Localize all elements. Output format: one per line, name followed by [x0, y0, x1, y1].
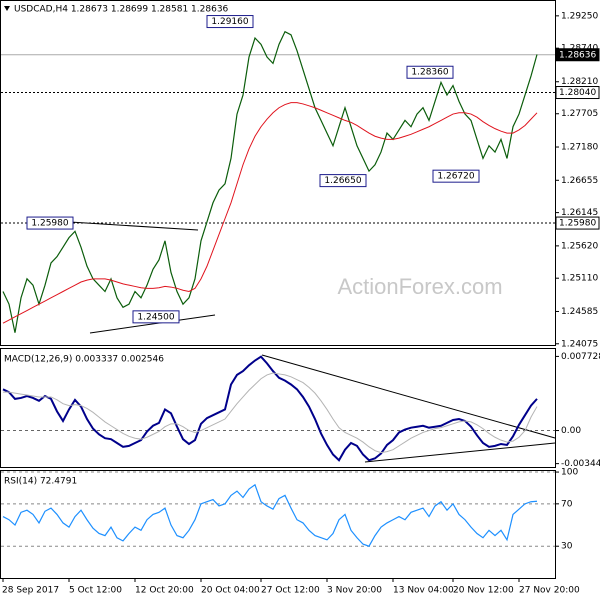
y-tick-label: 1.26145 — [561, 208, 598, 218]
annotation-box — [132, 310, 180, 324]
x-tick-label: 13 Nov 04:00 — [393, 586, 454, 596]
y-tick-label: 0.00 — [561, 426, 581, 436]
trendlines — [69, 221, 556, 463]
x-tick-label: 12 Oct 20:00 — [135, 586, 194, 596]
y-tick-label: 1.24585 — [561, 307, 598, 317]
annotation-label: 1.24500 — [137, 312, 174, 322]
trendline — [69, 221, 199, 231]
panel-title: RSI(14) 72.4791 — [4, 477, 77, 487]
annotation-box — [432, 169, 480, 183]
annotation-label: 1.25980 — [31, 219, 68, 229]
price-label: 1.28040 — [559, 88, 596, 98]
series-line — [3, 372, 538, 454]
y-tick-label: 1.26655 — [561, 176, 598, 186]
price-label-box — [555, 86, 600, 100]
x-tick-label: 20 Oct 04:00 — [201, 586, 260, 596]
annotation-box — [26, 216, 74, 230]
price-label-box — [555, 48, 600, 62]
y-tick-label: 0.007728 — [561, 352, 600, 362]
y-tick-label: 1.29250 — [561, 11, 598, 21]
y-tick-label: 1.28210 — [561, 77, 598, 87]
trendline — [364, 442, 556, 463]
rsi-panel-frame — [0, 470, 556, 579]
x-tick-label: 27 Nov 20:00 — [519, 586, 580, 596]
x-tick-label: 28 Sep 2017 — [2, 586, 59, 596]
trendline — [261, 354, 556, 439]
annotation-box — [406, 65, 454, 79]
y-tick-label: 1.24075 — [561, 339, 598, 349]
series-line — [2, 355, 538, 462]
x-tick-label: 27 Oct 12:00 — [261, 586, 320, 596]
y-tick-label: 1.27180 — [561, 143, 598, 153]
annotation-label: 1.26650 — [324, 176, 361, 186]
watermark: ActionForex.com — [337, 274, 502, 299]
trendline — [89, 314, 216, 334]
series-line — [2, 483, 538, 547]
y-tick-label: 1.25110 — [561, 274, 598, 284]
panel-frames — [0, 0, 556, 579]
collapse-icon — [4, 6, 10, 11]
price-label-box — [555, 216, 600, 230]
chart-title: USDCAD,H4 1.28673 1.28699 1.28581 1.2863… — [14, 5, 229, 15]
x-tick-label: 5 Oct 12:00 — [69, 586, 122, 596]
price-label: 1.28636 — [559, 50, 596, 60]
annotation-label: 1.29160 — [211, 17, 248, 27]
annotation-box — [206, 15, 254, 29]
panel-title: MACD(12,26,9) 0.003337 0.002546 — [4, 355, 164, 365]
y-tick-label: 30 — [561, 542, 573, 552]
series-line — [2, 30, 538, 333]
x-tick-label: 20 Nov 12:00 — [453, 586, 514, 596]
y-tick-label: 1.27705 — [561, 109, 598, 119]
macd-panel-frame — [0, 348, 556, 468]
y-tick-label: 70 — [561, 499, 573, 509]
price-panel-frame — [0, 0, 556, 346]
series-line — [2, 102, 538, 324]
x-tick-label: 3 Nov 20:00 — [327, 586, 382, 596]
annotation-label: 1.28360 — [411, 68, 448, 78]
annotation-box — [319, 174, 367, 188]
y-tick-label: 1.25620 — [561, 241, 598, 251]
annotation-label: 1.26720 — [437, 172, 474, 182]
y-tick-label: 100 — [561, 468, 578, 478]
y-tick-label: -0.003448 — [561, 459, 600, 469]
price-label: 1.25980 — [559, 219, 596, 229]
